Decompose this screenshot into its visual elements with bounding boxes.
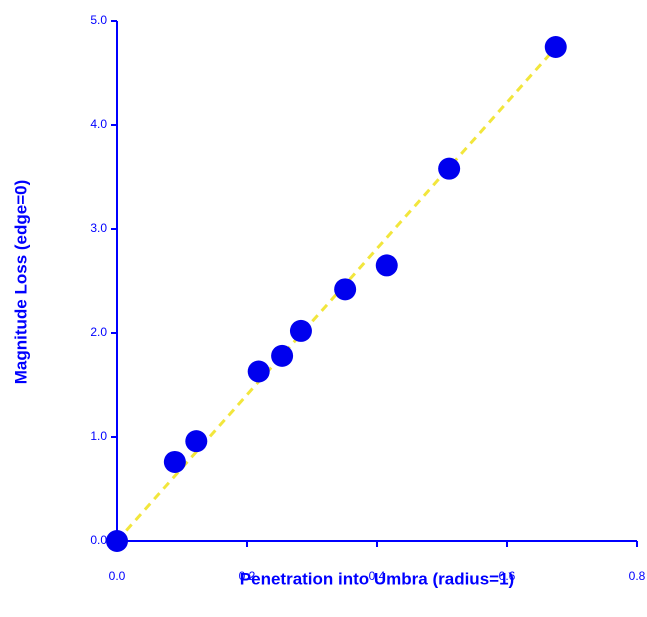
point <box>334 278 357 301</box>
point <box>185 430 208 453</box>
x-tick-label: 0.2 <box>239 569 256 583</box>
point <box>289 319 312 342</box>
point <box>438 157 461 180</box>
x-tick-label: 0.4 <box>369 569 386 583</box>
y-tick-label: 5.0 <box>90 13 107 27</box>
y-tick-label: 2.0 <box>90 325 107 339</box>
y-axis-title: Magnitude Loss (edge=0) <box>11 180 30 385</box>
point <box>271 344 294 367</box>
point <box>163 450 186 473</box>
y-tick-label: 0.0 <box>90 533 107 547</box>
point <box>375 254 398 277</box>
point <box>544 36 567 58</box>
y-tick-label: 3.0 <box>90 221 107 235</box>
x-tick-label: 0.6 <box>499 569 516 583</box>
x-axis-title: Penetration into Umbra (radius=1) <box>240 569 514 588</box>
y-tick-label: 1.0 <box>90 429 107 443</box>
point <box>106 530 128 552</box>
x-tick-label: 0.8 <box>629 569 646 583</box>
y-tick-label: 4.0 <box>90 117 107 131</box>
point <box>247 360 270 383</box>
x-tick-label: 0.0 <box>109 569 126 583</box>
